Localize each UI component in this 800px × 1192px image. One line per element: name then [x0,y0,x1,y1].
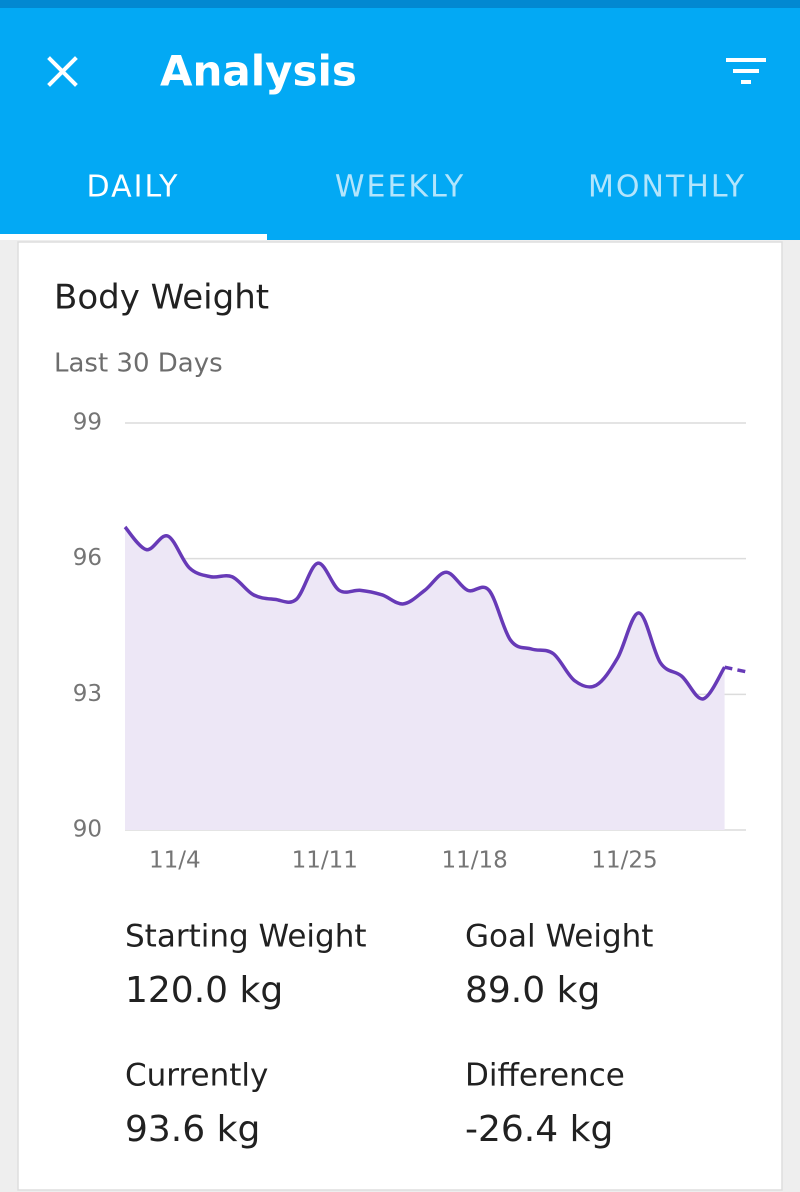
stat-label: Goal Weight [465,919,653,955]
filter-button[interactable] [726,58,766,84]
y-tick-label: 90 [73,817,102,843]
y-tick-label: 96 [73,545,102,571]
stat-value: 93.6 kg [125,1109,260,1150]
filter-icon [726,58,766,62]
close-button[interactable] [47,56,78,87]
close-icon [47,56,78,87]
chart: 90 93 96 99 11/4 11/11 11/18 11/25 [73,410,747,874]
filter-icon [733,69,759,73]
x-tick-label: 11/25 [591,848,657,874]
app-bar [0,0,800,240]
x-tick-label: 11/4 [149,848,201,874]
tab-indicator [0,234,267,240]
y-tick-label: 93 [73,681,102,707]
tab[interactable]: MONTHLY [588,170,746,205]
area [125,527,725,830]
stat-value: 120.0 kg [125,970,283,1011]
stat-value: -26.4 kg [465,1109,613,1150]
y-tick-label: 99 [73,410,102,436]
tab[interactable]: DAILY [87,170,180,205]
stat-label: Difference [465,1058,625,1094]
card-title: Body Weight [54,278,269,318]
line [724,665,747,674]
app-title: Analysis [160,47,357,96]
card-subtitle: Last 30 Days [54,349,223,379]
tab[interactable]: WEEKLY [335,170,465,205]
status-strip [0,0,800,8]
stat-value: 89.0 kg [465,970,600,1011]
x-tick-label: 11/18 [441,848,507,874]
stat-label: Currently [125,1058,268,1094]
stat-label: Starting Weight [125,919,367,955]
x-tick-label: 11/11 [292,848,358,874]
line [123,525,727,701]
filter-icon [741,80,751,84]
